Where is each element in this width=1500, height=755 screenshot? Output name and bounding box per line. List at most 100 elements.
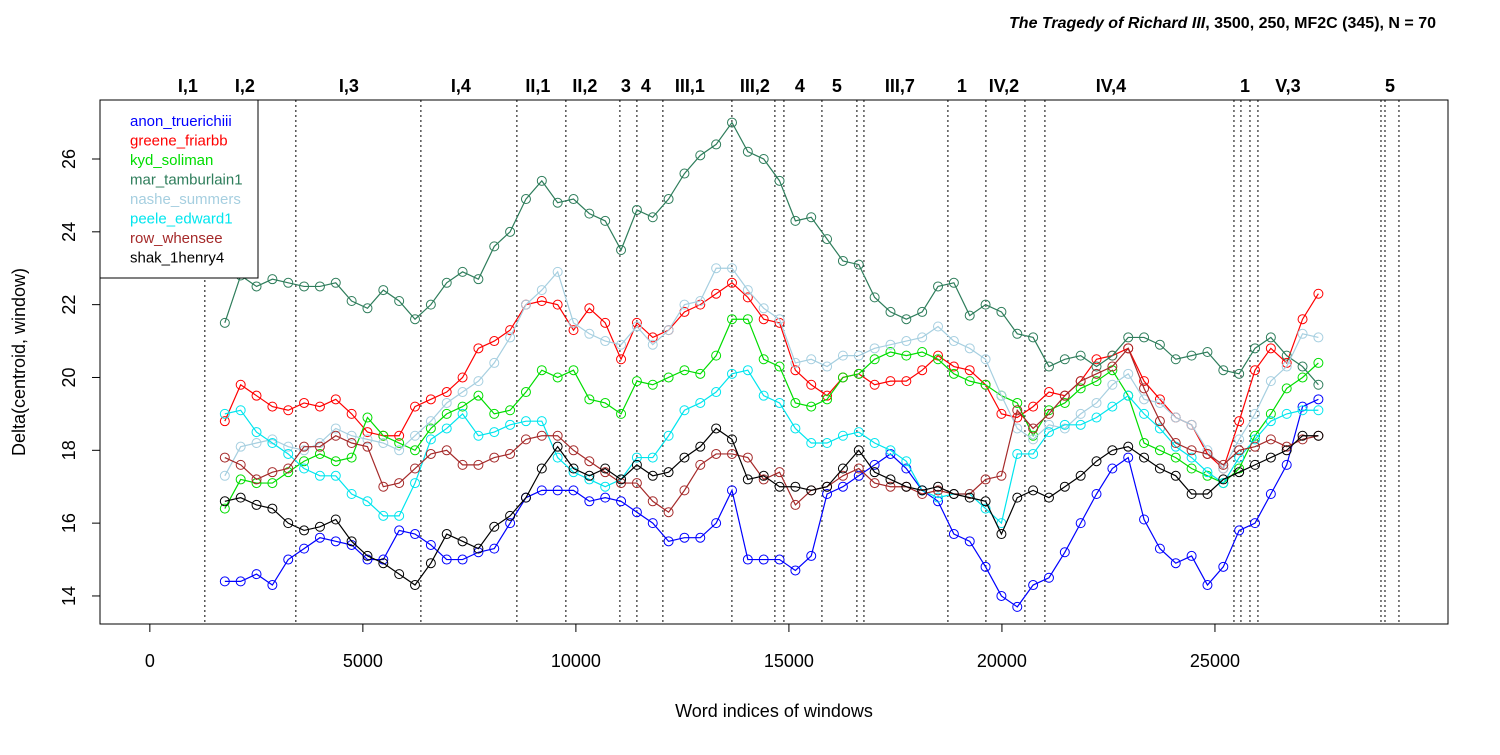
data-point (505, 226, 516, 237)
scene-label: I,4 (451, 76, 471, 96)
scene-label: I,3 (339, 76, 359, 96)
data-point (235, 474, 246, 485)
data-point (251, 281, 262, 292)
data-point (520, 434, 531, 445)
data-point (869, 354, 880, 365)
series-line (224, 121, 1319, 386)
data-point (219, 317, 230, 328)
data-point (1313, 394, 1324, 405)
data-point (679, 168, 690, 179)
data-point (933, 496, 944, 507)
x-axis-label: Word indices of windows (675, 701, 873, 721)
data-point (853, 259, 864, 270)
data-point (378, 285, 389, 296)
data-point (362, 550, 373, 561)
data-point (774, 361, 785, 372)
data-point (283, 441, 294, 452)
data-point (996, 390, 1007, 401)
data-point (837, 372, 848, 383)
data-point (711, 423, 722, 434)
data-point (790, 481, 801, 492)
data-point (774, 467, 785, 478)
data-point (822, 234, 833, 245)
data-point (251, 499, 262, 510)
data-point (584, 303, 595, 314)
title-rest: , 3500, 250, MF2C (345), N = 70 (1205, 15, 1436, 32)
data-point (394, 296, 405, 307)
data-point (1313, 332, 1324, 343)
data-point (489, 452, 500, 463)
data-point (742, 146, 753, 157)
data-point (457, 401, 468, 412)
data-point (631, 321, 642, 332)
data-point (980, 299, 991, 310)
data-point (505, 448, 516, 459)
data-point (378, 558, 389, 569)
scene-label: II,2 (572, 76, 597, 96)
data-point (410, 463, 421, 474)
data-point (410, 401, 421, 412)
data-point (996, 470, 1007, 481)
data-point (457, 387, 468, 398)
data-point (1281, 445, 1292, 456)
data-point (933, 481, 944, 492)
scene-label: 3 (621, 76, 631, 96)
data-point (219, 408, 230, 419)
data-point (1250, 434, 1261, 445)
data-point (1218, 561, 1229, 572)
data-point (980, 379, 991, 390)
data-point (1234, 525, 1245, 536)
data-point (505, 510, 516, 521)
data-point (726, 117, 737, 128)
data-point (742, 292, 753, 303)
data-point (901, 456, 912, 467)
data-point (362, 434, 373, 445)
data-point (536, 416, 547, 427)
data-point (378, 430, 389, 441)
legend-label: kyd_soliman (130, 152, 213, 169)
data-point (505, 419, 516, 430)
data-point (314, 470, 325, 481)
data-point (853, 463, 864, 474)
data-point (394, 445, 405, 456)
data-point (489, 241, 500, 252)
data-point (441, 397, 452, 408)
data-point (1075, 408, 1086, 419)
data-point (1091, 397, 1102, 408)
data-point (790, 423, 801, 434)
data-point (489, 336, 500, 347)
data-point (1202, 467, 1213, 478)
x-tick-label: 5000 (343, 651, 383, 671)
data-point (1059, 547, 1070, 558)
data-point (330, 514, 341, 525)
data-point (1043, 387, 1054, 398)
data-point (1012, 328, 1023, 339)
data-point (552, 452, 563, 463)
data-point (948, 361, 959, 372)
data-point (410, 478, 421, 489)
data-point (1139, 394, 1150, 405)
data-point (314, 532, 325, 543)
data-point (1281, 357, 1292, 368)
data-point (1234, 434, 1245, 445)
data-point (1234, 445, 1245, 456)
data-point (441, 277, 452, 288)
data-point (473, 343, 484, 354)
data-point (853, 350, 864, 361)
data-point (1154, 543, 1165, 554)
data-point (695, 441, 706, 452)
series-line (224, 282, 1319, 470)
data-point (1186, 463, 1197, 474)
data-point (330, 430, 341, 441)
data-point (1250, 459, 1261, 470)
data-point (314, 521, 325, 532)
data-point (600, 481, 611, 492)
data-point (948, 529, 959, 540)
data-point (1218, 459, 1229, 470)
data-point (251, 390, 262, 401)
legend-label: nashe_summers (130, 191, 241, 208)
data-point (1234, 452, 1245, 463)
data-point (505, 332, 516, 343)
data-point (980, 496, 991, 507)
data-point (1139, 332, 1150, 343)
